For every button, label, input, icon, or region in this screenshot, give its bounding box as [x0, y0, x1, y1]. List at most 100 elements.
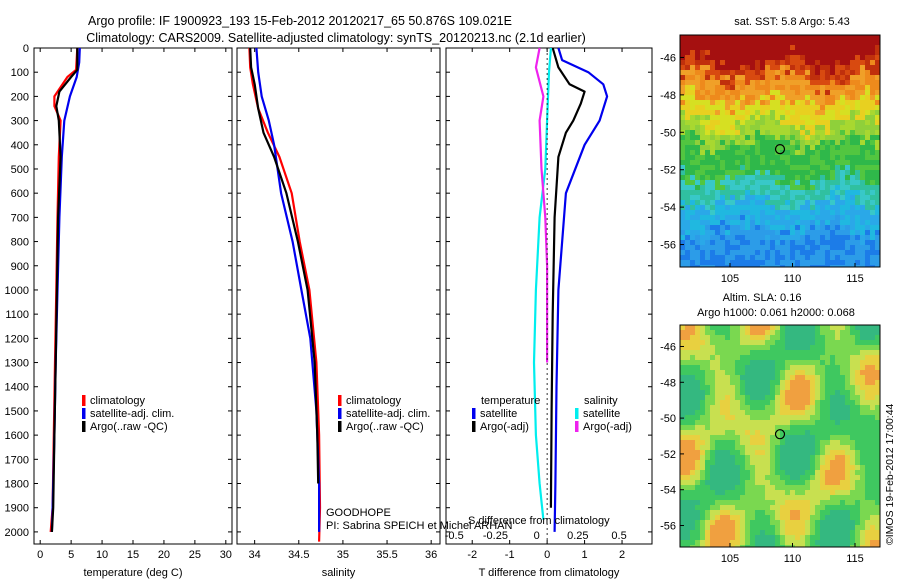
sst-map-cell — [820, 80, 826, 86]
sst-map-cell — [795, 130, 801, 136]
sla-map-cell — [765, 325, 771, 331]
sla-map-cell — [700, 330, 706, 336]
sst-map-cell — [715, 170, 721, 176]
sst-map-cell — [780, 215, 786, 221]
sst-map-cell — [870, 180, 876, 186]
sst-map-cell — [700, 135, 706, 141]
sla-map-cell — [840, 325, 846, 331]
sla-map-cell — [835, 460, 841, 466]
sla-map-cell — [785, 465, 791, 471]
sla-map-cell — [795, 395, 801, 401]
sla-map-cell — [700, 380, 706, 386]
sst-map-cell — [835, 100, 841, 106]
sla-map-cell — [875, 515, 880, 521]
sst-map-cell — [785, 100, 791, 106]
sla-map-cell — [810, 380, 816, 386]
sst-map-cell — [840, 215, 846, 221]
sla-map-cell — [790, 430, 796, 436]
sst-map-cell — [865, 40, 871, 46]
sla-map-cell — [750, 325, 756, 331]
sla-map-cell — [780, 470, 786, 476]
sla-map-cell — [855, 355, 861, 361]
sst-map-cell — [700, 200, 706, 206]
sst-map-cell — [710, 200, 716, 206]
sst-map-cell — [715, 160, 721, 166]
sst-map-cell — [785, 80, 791, 86]
sst-map-cell — [735, 150, 741, 156]
sst-map-cell — [740, 215, 746, 221]
sla-map-cell — [875, 410, 880, 416]
sst-map-cell — [715, 45, 721, 51]
sst-map-cell — [820, 60, 826, 66]
sst-map-cell — [840, 105, 846, 111]
sla-map-cell — [685, 440, 691, 446]
sla-map-cell — [715, 430, 721, 436]
sst-map-cell — [780, 60, 786, 66]
sla-map-cell — [715, 470, 721, 476]
sla-map-cell — [775, 470, 781, 476]
sst-map-cell — [800, 110, 806, 116]
sla-map-cell — [735, 400, 741, 406]
sst-map-cell — [870, 75, 876, 81]
sla-map-cell — [805, 520, 811, 526]
sst-map-cell — [795, 175, 801, 181]
sst-map-cell — [705, 175, 711, 181]
sst-map-cell — [855, 90, 861, 96]
sla-map-cell — [735, 470, 741, 476]
sst-map-cell — [840, 135, 846, 141]
sla-map-cell — [825, 340, 831, 346]
sst-map-cell — [695, 120, 701, 126]
sla-map-cell — [745, 400, 751, 406]
sla-map-cell — [815, 395, 821, 401]
sst-map-cell — [865, 65, 871, 71]
sla-map-cell — [775, 340, 781, 346]
sla-map-cell — [800, 390, 806, 396]
sla-map-cell — [765, 370, 771, 376]
sst-map-cell — [680, 140, 686, 146]
sst-map-cell — [705, 150, 711, 156]
sla-map-cell — [800, 350, 806, 356]
sst-map-cell — [775, 225, 781, 231]
sst-map-cell — [815, 155, 821, 161]
sla-map-cell — [755, 440, 761, 446]
sst-map-cell — [780, 260, 786, 266]
sla-map-cell — [760, 445, 766, 451]
sst-map-cell — [825, 195, 831, 201]
sst-map-cell — [685, 95, 691, 101]
sst-map-cell — [810, 190, 816, 196]
sst-map-cell — [680, 60, 686, 66]
sla-map-cell — [820, 445, 826, 451]
sst-map-cell — [690, 230, 696, 236]
sst-map-lat-tick-label: -52 — [660, 165, 676, 177]
sla-map-cell — [780, 430, 786, 436]
sst-map-cell — [870, 205, 876, 211]
sla-map-cell — [835, 535, 841, 541]
sla-map-cell — [710, 490, 716, 496]
sla-map-cell — [785, 340, 791, 346]
sst-map-cell — [755, 220, 761, 226]
sst-map-cell — [755, 100, 761, 106]
sla-map-cell — [825, 365, 831, 371]
sst-map-cell — [770, 190, 776, 196]
sst-map-cell — [770, 100, 776, 106]
sla-map-cell — [695, 335, 701, 341]
sst-map-cell — [775, 75, 781, 81]
sst-map-cell — [875, 215, 880, 221]
sla-map-cell — [735, 335, 741, 341]
sst-map-cell — [745, 110, 751, 116]
sla-map-cell — [785, 475, 791, 481]
sst-map-cell — [775, 260, 781, 266]
sla-map-cell — [765, 475, 771, 481]
sst-map-cell — [870, 230, 876, 236]
sst-map-cell — [830, 115, 836, 121]
sla-map-cell — [765, 515, 771, 521]
sst-map-cell — [860, 180, 866, 186]
sla-map-cell — [735, 325, 741, 331]
sst-map-cell — [840, 180, 846, 186]
sla-map-cell — [745, 435, 751, 441]
sst-map-cell — [780, 185, 786, 191]
sla-map-cell — [870, 545, 876, 547]
sst-map-cell — [870, 255, 876, 261]
sla-map-cell — [680, 440, 686, 446]
sla-map-cell — [795, 365, 801, 371]
